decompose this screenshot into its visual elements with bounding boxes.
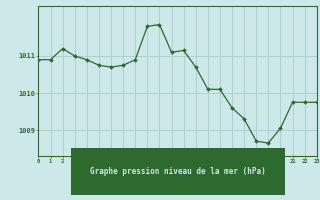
X-axis label: Graphe pression niveau de la mer (hPa): Graphe pression niveau de la mer (hPa) [90, 167, 266, 176]
